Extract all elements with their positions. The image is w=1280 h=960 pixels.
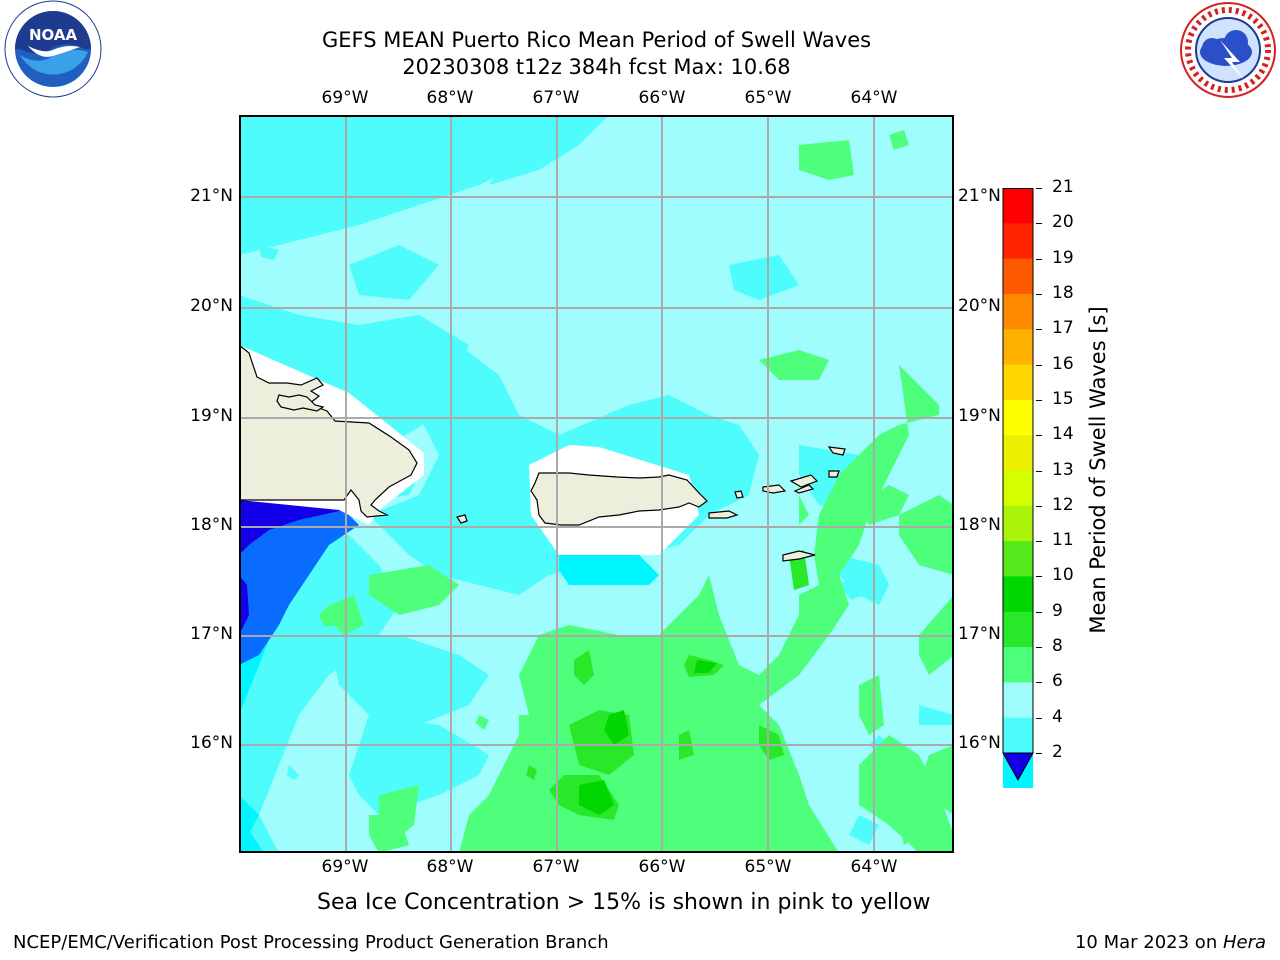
map-canvas — [238, 115, 954, 853]
lat-label-right: 21°N — [958, 186, 1001, 206]
colorbar-tick-label: 16 — [1052, 353, 1074, 374]
lat-label-left: 21°N — [190, 186, 233, 206]
lat-label-left: 20°N — [190, 296, 233, 316]
colorbar-tick-label: 19 — [1052, 247, 1074, 268]
field-lt-2 — [239, 500, 344, 635]
colorbar-swatches — [1002, 188, 1034, 825]
footer-machine: Hera — [1222, 932, 1266, 953]
swell-period-map — [238, 115, 954, 853]
land — [238, 343, 846, 562]
lat-label-right: 19°N — [958, 406, 1001, 426]
lon-label-bottom: 69°W — [321, 857, 369, 877]
footer-date: 10 Mar 2023 on Hera — [1075, 932, 1266, 953]
colorbar-swatch — [1003, 223, 1033, 260]
colorbar-tick-mark — [1036, 505, 1042, 507]
colorbar-tick-label: 4 — [1052, 706, 1063, 727]
chart-title-line1: GEFS MEAN Puerto Rico Mean Period of Swe… — [321, 28, 872, 52]
colorbar-tick-mark — [1036, 258, 1042, 260]
colorbar-swatch — [1003, 647, 1033, 683]
nws-logo — [1178, 0, 1278, 100]
colorbar-swatch — [1003, 188, 1033, 224]
graticule — [239, 115, 954, 853]
colorbar-tick-mark — [1036, 188, 1042, 189]
colorbar-tick-label: 2 — [1052, 742, 1063, 762]
colorbar-tick-mark — [1036, 470, 1042, 472]
colorbar-swatch — [1003, 364, 1033, 401]
colorbar-tick-label: 18 — [1052, 282, 1074, 303]
lon-label-bottom: 67°W — [532, 857, 580, 877]
colorbar-tick-mark — [1036, 576, 1042, 578]
colorbar-tick-mark — [1036, 223, 1042, 225]
chart-title-line2: 20230308 t12z 384h fcst Max: 10.68 — [402, 55, 791, 79]
lat-label-left: 17°N — [190, 624, 233, 644]
colorbar-tick-label: 15 — [1052, 388, 1074, 409]
colorbar-tick-mark — [1036, 399, 1042, 401]
colorbar-swatch — [1003, 682, 1033, 719]
colorbar-tick-label: 11 — [1052, 530, 1074, 551]
colorbar-swatch — [1003, 435, 1033, 471]
colorbar-tick-mark — [1036, 435, 1042, 437]
lat-label-left: 19°N — [190, 406, 233, 426]
colorbar-tick-mark — [1036, 611, 1042, 613]
colorbar-tick-mark — [1036, 293, 1042, 295]
field-2-4 — [239, 510, 359, 665]
colorbar-swatch — [1003, 470, 1033, 507]
colorbar-tick-label: 10 — [1052, 565, 1074, 586]
lat-label-left: 16°N — [190, 733, 233, 753]
lon-label-bottom: 65°W — [744, 857, 792, 877]
lon-label-top: 69°W — [321, 88, 369, 108]
colorbar-tick-label: 12 — [1052, 494, 1074, 515]
colorbar-tick-label: 13 — [1052, 459, 1074, 480]
colorbar-swatch — [1003, 717, 1033, 754]
colorbar-tick-label: 14 — [1052, 424, 1074, 445]
lon-label-bottom: 64°W — [850, 857, 898, 877]
colorbar-tick-mark — [1036, 717, 1042, 719]
svg-text:NOAA: NOAA — [29, 26, 78, 44]
lat-label-right: 20°N — [958, 296, 1001, 316]
noaa-logo: NOAA — [0, 0, 106, 100]
lon-label-top: 65°W — [744, 88, 792, 108]
lon-label-bottom: 68°W — [426, 857, 474, 877]
colorbar-tick-mark — [1036, 329, 1042, 331]
colorbar-swatch — [1003, 293, 1033, 330]
colorbar-swatch — [1003, 399, 1033, 436]
lon-label-bottom: 66°W — [638, 857, 686, 877]
colorbar-swatch — [1003, 258, 1033, 295]
lat-label-right: 16°N — [958, 733, 1001, 753]
colorbar-swatch — [1003, 329, 1033, 366]
colorbar-tick-mark — [1036, 682, 1042, 684]
lat-label-right: 17°N — [958, 624, 1001, 644]
sea-ice-note: Sea Ice Concentration > 15% is shown in … — [317, 890, 931, 915]
colorbar-tick-mark — [1036, 541, 1042, 543]
colorbar-tick-label: 21 — [1052, 177, 1074, 197]
colorbar-tick-label: 9 — [1052, 600, 1063, 621]
colorbar-tick-mark — [1036, 753, 1042, 754]
colorbar-tick-label: 6 — [1052, 671, 1063, 692]
lon-label-top: 68°W — [426, 88, 474, 108]
footer-date-text: 10 Mar 2023 on — [1074, 932, 1223, 953]
colorbar-swatch — [1003, 541, 1033, 577]
colorbar-tick-label: 17 — [1052, 318, 1074, 339]
colorbar-frame — [1002, 188, 1034, 754]
colorbar-label: Mean Period of Swell Waves [s] — [1086, 306, 1110, 634]
colorbar — [1000, 188, 1036, 825]
lat-label-left: 18°N — [190, 515, 233, 535]
colorbar-tick-label: 8 — [1052, 636, 1063, 657]
colorbar-tick-mark — [1036, 364, 1042, 366]
lon-label-top: 66°W — [638, 88, 686, 108]
colorbar-swatch — [1003, 611, 1033, 648]
lon-label-top: 67°W — [532, 88, 580, 108]
colorbar-swatch — [1003, 576, 1033, 613]
lon-label-top: 64°W — [850, 88, 898, 108]
map-frame — [239, 115, 954, 853]
colorbar-tick-label: 20 — [1052, 212, 1074, 233]
footer-branch: NCEP/EMC/Verification Post Processing Pr… — [13, 932, 609, 953]
field-11-12 — [579, 660, 717, 815]
lat-label-right: 18°N — [958, 515, 1001, 535]
colorbar-swatch — [1003, 505, 1033, 542]
colorbar-tick-mark — [1036, 647, 1042, 649]
